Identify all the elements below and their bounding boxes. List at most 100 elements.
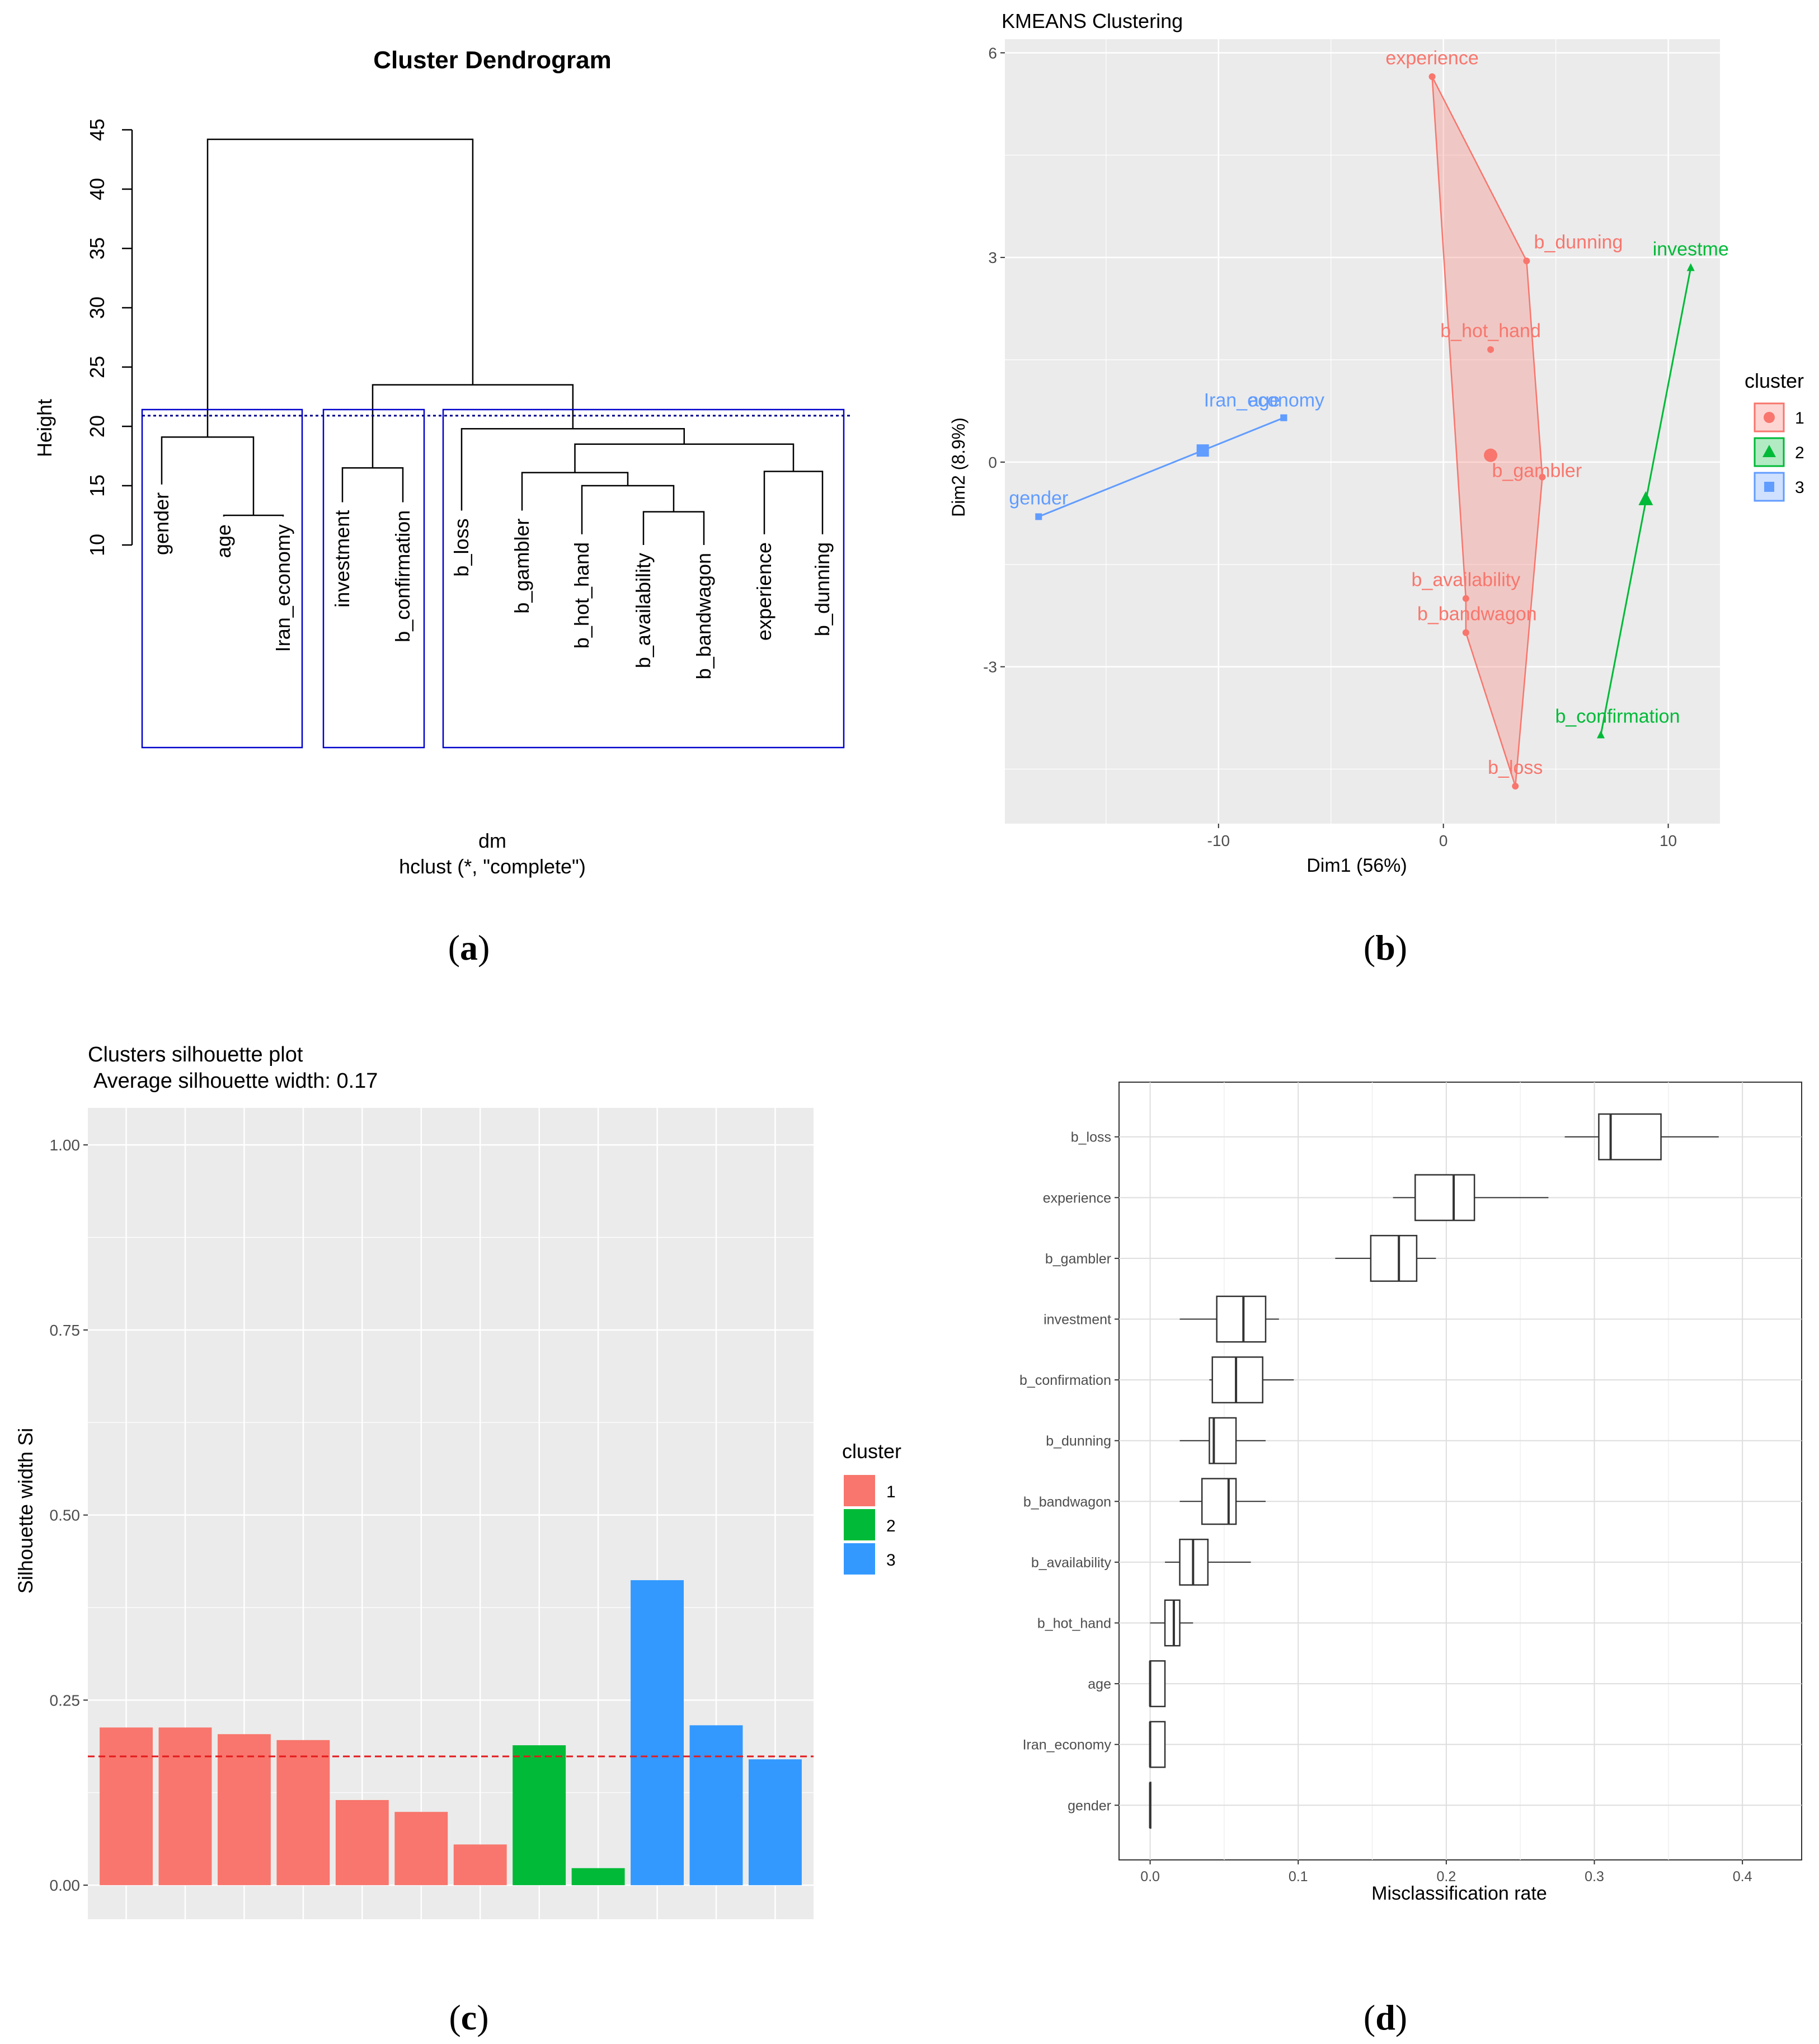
kmeans-point [1462,629,1469,636]
silhouette-legend-key [844,1509,875,1540]
silhouette-bar [631,1580,684,1886]
boxplot-y-tick-label: b_hot_hand [1037,1615,1111,1631]
silhouette-y-tick-label: 0.25 [50,1691,81,1709]
boxplot-x-tick-label: 0.4 [1733,1869,1752,1885]
dendrogram-y-tick-label: 30 [86,297,109,319]
silhouette-axes: 0.00 0.25 0.50 0.75 1.00 [50,1136,88,1894]
dendrogram-subtitle: hclust (*, "complete") [399,855,586,878]
boxplot-x-tick-label: 0.3 [1585,1869,1604,1885]
dendrogram-leaf-label: age [212,524,235,558]
kmeans-point [1686,263,1695,271]
silhouette-bar [749,1759,802,1886]
dendrogram-link [372,384,574,468]
panel-d-boxplot: b_loss experience b_gambler investment b_con… [1019,1082,1802,2037]
boxplot-box [1370,1234,1418,1282]
kmeans-xlabel: Dim1 (56%) [1306,855,1407,876]
silhouette-bar [335,1799,389,1886]
silhouette-legend-key [844,1475,875,1506]
kmeans-x-tick-label: 0 [1439,832,1448,849]
kmeans-point-label: b_gambler [1492,461,1582,482]
silhouette-bar [100,1727,153,1886]
boxplot-y-tick-label: Iran_economy [1023,1737,1112,1753]
kmeans-points [1035,73,1695,790]
kmeans-legend-label: 3 [1795,478,1804,497]
kmeans-axes: -10 0 10 -3 0 3 6 [983,44,1677,849]
kmeans-point [1512,782,1519,790]
silhouette-legend: cluster 1 2 3 [842,1440,901,1575]
kmeans-legend-marker [1762,445,1776,457]
kmeans-legend-label: 2 [1795,444,1804,462]
boxplot-box [1414,1174,1475,1221]
dendrogram-cluster-box [141,408,303,749]
dendrogram-y-tick-label: 20 [86,415,109,438]
kmeans-point [1280,414,1287,421]
boxplot-y-tick-label: gender [1068,1798,1111,1813]
kmeans-point [1035,513,1042,520]
boxplot-box [1211,1356,1263,1404]
dendrogram-link [581,485,675,534]
kmeans-point-label: gender [1009,487,1068,509]
kmeans-point-label: b_dunning [1534,232,1623,253]
silhouette-y-tick-label: 0.00 [50,1877,81,1894]
silhouette-bars [100,1580,802,1886]
silhouette-bar [571,1868,625,1886]
kmeans-centroid [1484,448,1498,462]
silhouette-y-tick-label: 0.50 [50,1507,81,1524]
dendrogram-tree [161,138,824,545]
kmeans-x-tick-label: -10 [1207,832,1230,849]
silhouette-bar [276,1740,330,1886]
boxplot-y-tick-label: b_availability [1031,1555,1112,1571]
dendrogram-link [521,472,629,511]
kmeans-point-label: b_loss [1488,757,1543,778]
silhouette-ylabel: Silhouette width Si [14,1428,37,1594]
kmeans-point-label: b_hot_hand [1440,321,1541,342]
kmeans-point-label: b_availability [1412,570,1521,591]
dendrogram-link [341,467,404,502]
boxplot-box [1598,1113,1662,1160]
kmeans-y-tick-label: 0 [988,454,997,471]
silhouette-legend-label: 1 [886,1483,896,1501]
boxplot-box [1164,1599,1181,1647]
kmeans-y-tick-label: 6 [988,44,997,62]
dendrogram-y-tick-label: 35 [86,237,109,260]
dendrogram-leaf-label: b_dunning [811,542,834,636]
silhouette-bar [158,1727,212,1886]
dendrogram-leaf-label: b_confirmation [391,510,414,642]
boxplot-box [1216,1295,1267,1343]
dendrogram-cluster-boxes [141,408,845,749]
boxplot-y-tick-label: investment [1044,1312,1111,1328]
dendrogram-link [223,514,284,517]
silhouette-bar [394,1812,448,1886]
panel-b-letter: b [1375,928,1395,967]
kmeans-ylabel: Dim2 (8.9%) [948,417,969,517]
boxplot-y-tick-label: b_confirmation [1019,1373,1111,1388]
dendrogram-leaf-label: Iran_economy [271,524,294,652]
dendrogram-y-tick-label: 25 [86,356,109,378]
dendrogram-y-tick-label: 10 [86,534,109,556]
dendrogram-link [206,138,474,438]
silhouette-legend-label: 3 [886,1551,896,1570]
boxplot-y-tick-label: experience [1043,1190,1111,1206]
boxplot-box [1201,1478,1237,1525]
kmeans-point-label: Iran_economy [1204,390,1324,411]
dendrogram-cluster-box [442,408,845,749]
silhouette-y-tick-label: 0.75 [50,1322,81,1339]
boxplot-x-tick-label: 0.1 [1289,1869,1308,1885]
silhouette-bar [453,1844,507,1886]
silhouette-legend-key [844,1543,875,1575]
dendrogram-title: Cluster Dendrogram [373,46,611,74]
kmeans-point [1462,595,1469,602]
silhouette-subtitle: Average silhouette width: 0.17 [93,1069,378,1093]
kmeans-legend-marker [1764,412,1775,423]
dendrogram-xlabel: dm [478,829,506,852]
boxplot-y-tick-label: b_bandwagon [1023,1494,1111,1510]
kmeans-centroid [1638,491,1653,505]
dendrogram-y-axis: 10 15 20 25 30 35 40 45 [86,119,133,556]
boxplot-box [1149,1660,1166,1708]
panel-d-letter: d [1375,1998,1395,2037]
silhouette-legend-label: 2 [886,1517,896,1535]
kmeans-legend-label: 1 [1795,409,1804,427]
boxplot-xlabel: Misclassification rate [1371,1883,1547,1904]
kmeans-title: KMEANS Clustering [1002,10,1183,32]
